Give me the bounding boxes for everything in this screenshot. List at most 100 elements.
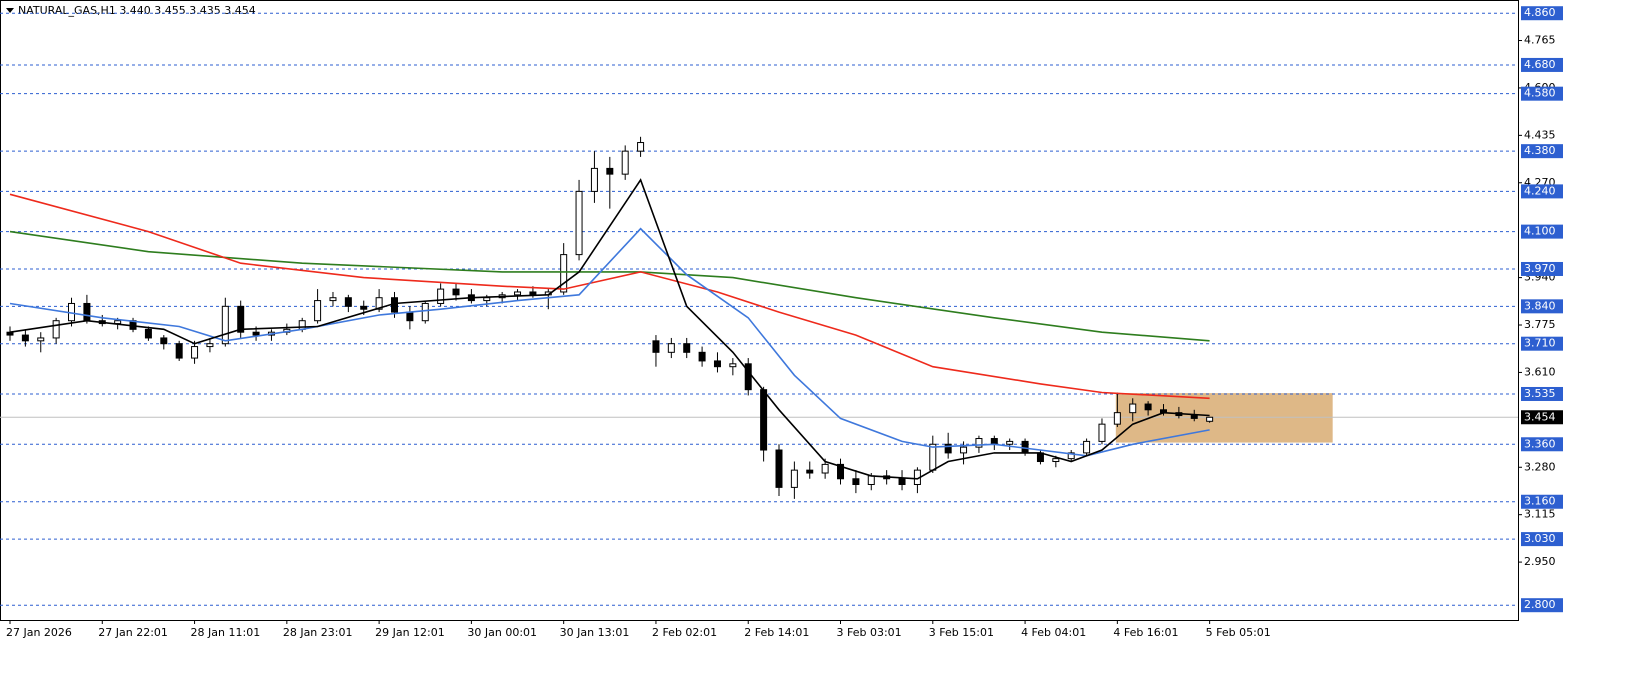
x-tick-label: 29 Jan 12:01 [375,626,445,639]
candle-body [37,337,45,342]
candle-body [483,297,491,302]
candle-body [790,469,798,488]
candle-body [252,331,260,336]
x-tick-label: 30 Jan 00:01 [467,626,537,639]
candle-body [1144,403,1152,411]
candle-body [606,167,614,175]
candle-body [329,297,337,302]
candle-body [6,331,14,336]
candle-body [360,305,368,310]
moving-average [9,178,1210,480]
level-label: 4.580 [1524,87,1556,100]
level-label: 4.100 [1524,225,1556,238]
y-tick-label: 4.765 [1524,34,1556,47]
candle-body [406,311,414,322]
level-label: 4.380 [1524,144,1556,157]
level-label-bg [1521,57,1563,72]
level-label-bg [1521,144,1563,159]
candle-body [960,446,968,454]
candle-body [806,469,814,474]
level-label: 3.030 [1524,532,1556,545]
candle-body [191,346,199,359]
level-label: 3.535 [1524,387,1556,400]
level-label-bg [1521,299,1563,314]
candle-body [637,142,645,152]
candle-body [683,343,691,353]
candle-body [775,449,783,488]
candle-body [344,297,352,307]
level-label: 3.710 [1524,337,1556,350]
candle-body [760,389,768,451]
candle-body [698,351,706,362]
candle-body [621,150,629,175]
candle-body [437,288,445,304]
candle-body [1052,458,1060,463]
chart-title: NATURAL_GAS,H1 3.440 3.455 3.435 3.454 [18,4,256,17]
y-tick-label: 3.610 [1524,365,1556,378]
x-tick-label: 3 Feb 15:01 [929,626,994,639]
candle-body [421,302,429,322]
candle-body [867,475,875,486]
x-tick-label: 4 Feb 16:01 [1113,626,1178,639]
level-label-bg [1521,184,1563,199]
candle-body [560,254,568,293]
level-label-bg [1521,261,1563,276]
candle-body [652,340,660,353]
candle-body [852,478,860,486]
candle-body [1006,440,1014,445]
candle-body [990,438,998,445]
candle-body [52,320,60,339]
x-tick-label: 30 Jan 13:01 [560,626,630,639]
current-price-label: 3.454 [1524,410,1556,423]
candle-body [1129,403,1137,414]
plot-frame [0,0,1519,621]
candle-body [898,478,906,486]
candle-body [929,443,937,471]
y-tick-label: 3.280 [1524,460,1556,473]
x-tick-label: 2 Feb 02:01 [652,626,717,639]
y-tick-label: 4.435 [1524,128,1556,141]
x-tick-label: 27 Jan 22:01 [98,626,168,639]
candle-body [514,291,522,296]
x-tick-label: 5 Feb 05:01 [1206,626,1271,639]
candle-body [221,305,229,345]
level-label-bg [1521,336,1563,351]
level-label-bg [1521,6,1563,21]
candle-body [1190,415,1198,419]
moving-average [9,227,1210,457]
level-label: 3.840 [1524,299,1556,312]
candle-body [1206,416,1214,422]
candle-body [1113,412,1121,425]
y-tick-label: 3.115 [1524,508,1556,521]
candle-body [713,360,721,368]
level-label-bg [1521,598,1563,613]
candle-body [575,190,583,256]
candle-body [744,363,752,391]
y-tick-label: 3.775 [1524,318,1556,331]
candle-body [175,343,183,359]
candle-body [206,343,214,348]
candle-body [452,288,460,296]
level-label-bg [1521,386,1563,401]
candle-body [21,334,29,342]
level-label: 2.800 [1524,598,1556,611]
candle-body [160,337,168,345]
x-tick-label: 4 Feb 04:01 [1021,626,1086,639]
x-tick-label: 28 Jan 11:01 [191,626,261,639]
candle-body [975,438,983,448]
candle-body [529,291,537,296]
level-label: 3.970 [1524,262,1556,275]
level-label-bg [1521,494,1563,509]
level-label: 3.360 [1524,437,1556,450]
candle-body [1083,440,1091,454]
candle-body [667,343,675,353]
level-label: 4.240 [1524,184,1556,197]
candle-body [729,363,737,368]
candle-body [944,443,952,454]
level-label-bg [1521,86,1563,101]
x-tick-label: 3 Feb 03:01 [837,626,902,639]
x-tick-label: 27 Jan 2026 [6,626,72,639]
x-tick-label: 28 Jan 23:01 [283,626,353,639]
